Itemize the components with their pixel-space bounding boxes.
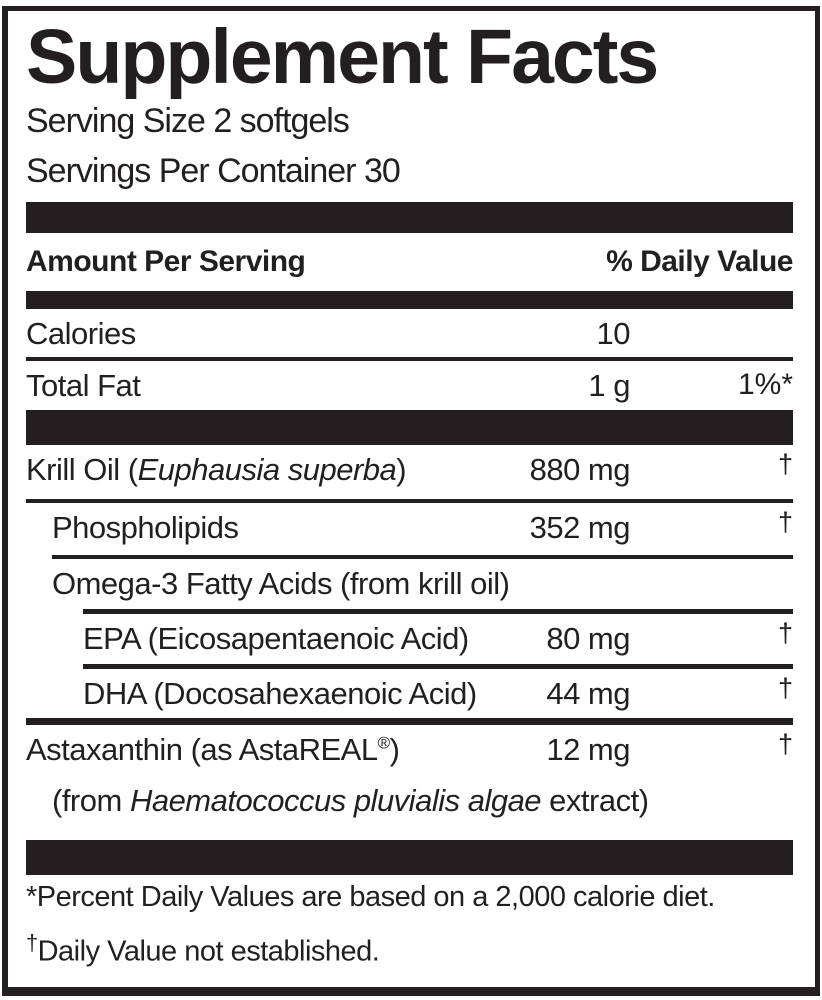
row-divider-heavy [26,718,793,725]
row-divider-indented [83,609,793,614]
daily-value-header: % Daily Value [606,245,793,278]
table-row-astaxanthin: Astaxanthin (as AstaREAL®) 12 mg † [26,725,793,777]
nutrient-amount: 12 mg [546,732,630,767]
nutrient-amount: 44 mg [546,676,630,711]
nutrient-amount: 880 mg [529,452,631,487]
nutrient-name: EPA (Eicosapentaenoic Acid) [83,621,469,656]
nutrient-name: Phospholipids [52,510,239,545]
table-row-calories: Calories 10 [26,309,793,357]
dagger-symbol: † [777,673,793,703]
table-row-omega3: Omega-3 Fatty Acids (from krill oil) [26,559,793,609]
row-divider [26,357,793,361]
column-header-row: Amount Per Serving % Daily Value [26,233,793,291]
table-row-dha: DHA (Docosahexaenoic Acid) 44 mg † [26,669,793,718]
section-divider-bar-ingredients [26,410,793,445]
table-row-epa: EPA (Eicosapentaenoic Acid) 80 mg † [26,614,793,664]
table-row-total-fat: Total Fat 1 g 1%* [26,361,793,410]
nutrient-amount: 1 g [588,368,630,403]
supplement-facts-panel: Supplement Facts Serving Size 2 softgels… [2,6,820,996]
nutrient-amount: 80 mg [546,621,630,656]
footnote-marker: * [26,881,37,913]
nutrient-name: Astaxanthin (as AstaREAL®) [26,732,400,767]
row-divider [26,499,793,503]
row-divider-indented [83,664,793,669]
footnote-dv-not-established: †Daily Value not established. [26,930,380,968]
section-divider-bar-top [26,202,793,233]
table-row-phospholipids: Phospholipids 352 mg † [26,503,793,555]
row-divider-indented [52,555,793,559]
amount-per-serving-header: Amount Per Serving [26,245,306,278]
dagger-symbol: † [777,449,793,479]
dagger-symbol: † [777,507,793,537]
registered-trademark-symbol: ® [377,733,391,753]
nutrient-dv: 1%* [737,368,793,401]
latin-name: Euphausia superba [137,452,397,487]
nutrient-amount: 352 mg [529,510,631,545]
nutrient-name: Calories [26,316,136,351]
footnote-percent-dv: *Percent Daily Values are based on a 2,0… [26,881,715,913]
nutrient-name: DHA (Docosahexaenoic Acid) [83,676,477,711]
astaxanthin-source-line: (from Haematococcus pluvialis algae extr… [52,783,649,818]
dagger-symbol: † [777,618,793,648]
nutrient-name: Krill Oil (Euphausia superba) [26,452,407,487]
dagger-symbol: † [777,729,793,759]
nutrient-name: Omega-3 Fatty Acids (from krill oil) [52,566,510,601]
serving-size-line: Serving Size 2 softgels [26,102,350,140]
table-row-krill-oil: Krill Oil (Euphausia superba) 880 mg † [26,445,793,499]
footnote-dagger-marker: † [26,930,38,955]
nutrient-name: Total Fat [26,368,141,403]
servings-per-container-line: Servings Per Container 30 [26,152,401,190]
latin-name: Haematococcus pluvialis algae [129,783,542,818]
nutrient-amount: 10 [596,316,631,351]
panel-title: Supplement Facts [26,14,659,100]
header-divider-bar [26,291,793,309]
section-divider-bar-footnotes [26,840,793,875]
